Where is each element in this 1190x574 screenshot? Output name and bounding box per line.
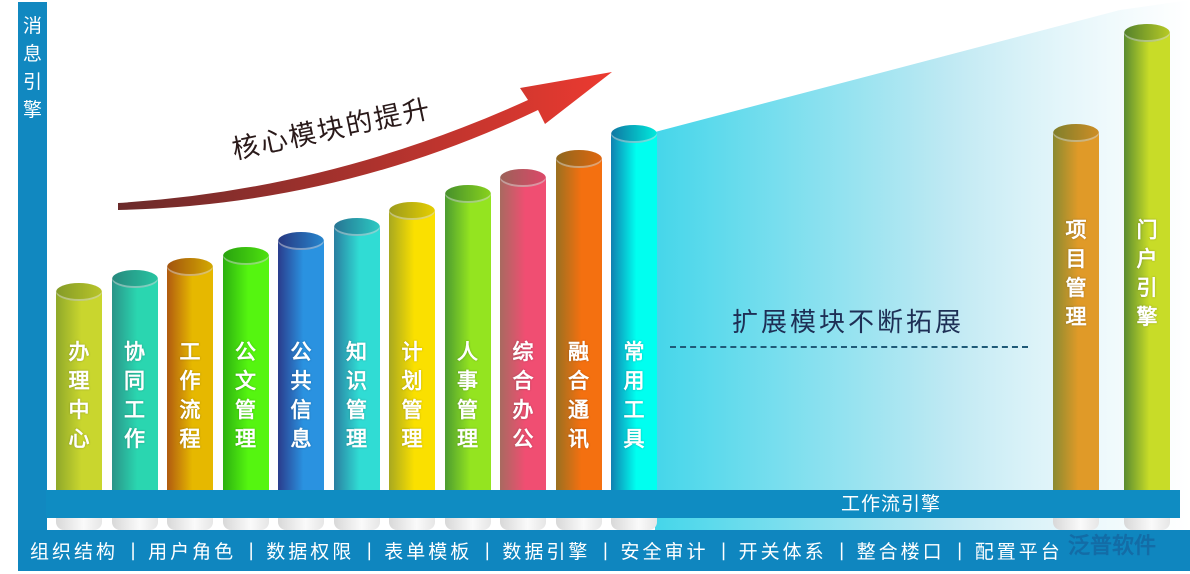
cylinder-body	[56, 292, 102, 490]
cylinder-base	[389, 518, 435, 530]
cylinder-body	[167, 267, 213, 490]
cylinder-base	[222, 518, 269, 530]
foundation-item: 安全审计	[620, 541, 709, 563]
cylinder-cap	[167, 258, 213, 276]
separator: |	[602, 540, 609, 561]
core-module-cylinder: 融合通讯	[555, 150, 602, 490]
cylinder-cap	[555, 150, 602, 168]
foundation-item: 表单模板	[384, 541, 473, 563]
module-label: 综合办公	[512, 340, 534, 451]
watermark-logo: 泛普软件	[1068, 528, 1156, 560]
cylinder-cap	[500, 169, 546, 187]
module-label: 常用工具	[623, 340, 645, 451]
growth-arrow	[118, 72, 612, 210]
core-module-cylinder: 工作流程	[167, 258, 213, 490]
core-module-cylinder: 公文管理	[222, 247, 269, 490]
workflow-engine-bar: 工作流引擎	[46, 490, 1180, 518]
foundation-item: 配置平台	[974, 541, 1063, 563]
cylinder-base	[56, 518, 102, 530]
cylinder-cap	[111, 270, 158, 288]
module-label: 工作流程	[179, 340, 201, 451]
cylinder-base	[278, 518, 324, 530]
module-label: 人事管理	[457, 340, 478, 451]
cylinder-cap	[1124, 24, 1170, 42]
foundation-item: 用户角色	[148, 541, 237, 563]
cylinder-body	[444, 194, 491, 490]
cylinder-base	[333, 518, 380, 530]
foundation-item: 整合楼口	[856, 541, 945, 563]
separator: |	[248, 540, 255, 561]
separator: |	[484, 540, 491, 561]
core-module-cylinder: 办理中心	[56, 283, 102, 490]
cylinder-base	[500, 518, 546, 530]
separator: |	[956, 540, 963, 561]
module-label: 办理中心	[68, 340, 90, 451]
foundation-item: 数据引擎	[502, 541, 591, 563]
core-module-cylinder: 协同工作	[111, 270, 158, 490]
dashed-divider	[670, 346, 1028, 348]
platform-foundation-bar: 组织结构 | 用户角色 | 数据权限 | 表单模板 | 数据引擎 | 安全审计 | 开关体系 | 整合楼口 |…	[18, 530, 1190, 571]
cylinder-base	[167, 518, 213, 530]
core-module-cylinder: 公共信息	[278, 232, 324, 490]
separator: |	[720, 540, 727, 561]
cylinder-base	[111, 518, 158, 530]
cylinder-base	[1053, 518, 1099, 530]
cylinder-body	[278, 241, 324, 490]
watermark-text: 泛普软件	[1068, 534, 1157, 559]
module-label: 门户引擎	[1136, 218, 1158, 329]
cylinder-cap	[333, 218, 380, 236]
core-module-cylinder: 计划管理	[389, 202, 435, 490]
cylinder-body	[389, 211, 435, 490]
cylinder-cap	[278, 232, 324, 250]
cylinder-body	[1053, 133, 1099, 490]
separator: |	[130, 540, 137, 561]
cylinder-base	[444, 518, 491, 530]
core-module-cylinder: 人事管理	[444, 185, 491, 490]
module-label: 融合通讯	[568, 340, 589, 451]
separator: |	[366, 540, 373, 561]
cylinder-cap	[444, 185, 491, 203]
extension-module-cylinder: 门户引擎	[1124, 24, 1170, 490]
cylinder-cap	[611, 125, 657, 143]
cylinder-base	[555, 518, 602, 530]
extension-modules-caption: 扩展模块不断拓展	[732, 308, 965, 338]
message-engine-label: 消息引擎	[22, 15, 42, 121]
cylinder-cap	[222, 247, 269, 265]
foundation-item: 数据权限	[266, 541, 355, 563]
cylinder-cap	[1053, 124, 1099, 142]
cylinder-body	[111, 279, 158, 490]
cylinder-body	[1124, 33, 1170, 490]
core-module-cylinder: 常用工具	[611, 125, 657, 490]
foundation-item: 组织结构	[30, 541, 119, 563]
cylinder-body	[555, 159, 602, 490]
message-engine-bar: 消息引擎	[18, 2, 47, 532]
cylinder-body	[500, 178, 546, 490]
cylinder-body	[611, 134, 657, 490]
module-label: 知识管理	[346, 340, 367, 451]
module-label: 计划管理	[401, 340, 423, 451]
module-label: 公共信息	[290, 340, 312, 451]
cylinder-base	[611, 518, 657, 530]
cylinder-cap	[56, 283, 102, 301]
module-label: 公文管理	[235, 340, 256, 451]
workflow-engine-label: 工作流引擎	[840, 493, 941, 515]
module-label: 协同工作	[124, 340, 145, 451]
cylinder-body	[222, 256, 269, 490]
module-label: 项目管理	[1065, 218, 1087, 329]
cylinder-body	[333, 227, 380, 490]
cylinder-base	[1124, 518, 1170, 530]
separator: |	[838, 540, 845, 561]
core-module-cylinder: 综合办公	[500, 169, 546, 490]
cylinder-cap	[389, 202, 435, 220]
core-module-cylinder: 知识管理	[333, 218, 380, 490]
extension-module-cylinder: 项目管理	[1053, 124, 1099, 490]
foundation-item: 开关体系	[738, 541, 827, 563]
